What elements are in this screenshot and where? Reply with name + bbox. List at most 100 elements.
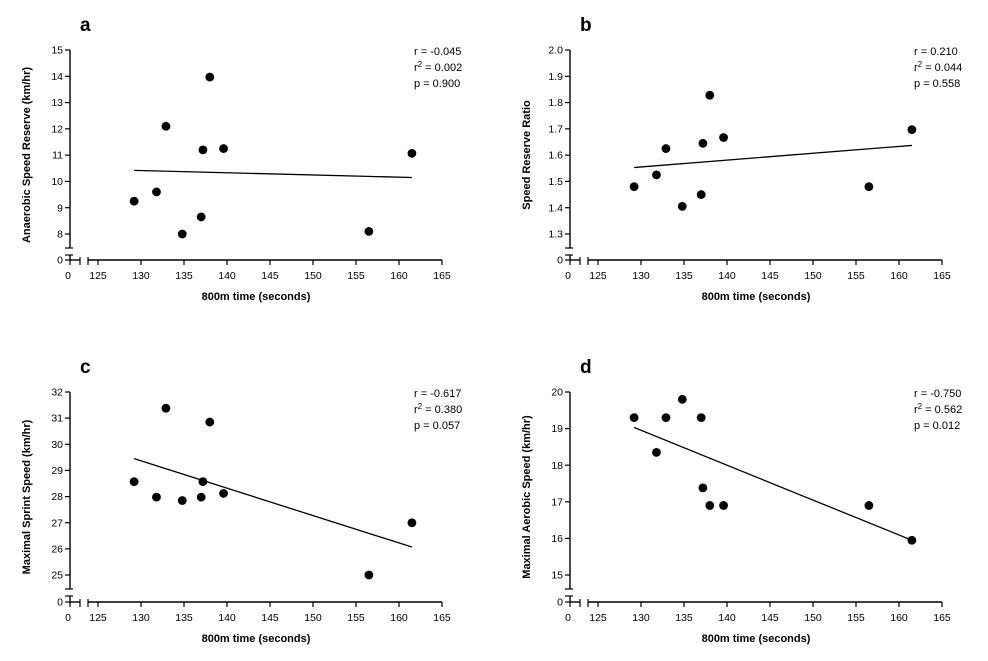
x-tick-label: 160 bbox=[890, 270, 908, 282]
data-point bbox=[219, 144, 228, 153]
y-tick-label: 1.8 bbox=[548, 97, 563, 109]
data-point bbox=[364, 570, 374, 580]
y-tick-label: 17 bbox=[551, 496, 563, 508]
x-tick-label: 130 bbox=[132, 612, 150, 624]
stat-p: p = 0.558 bbox=[914, 78, 960, 90]
y-axis-label: Maximal Aerobic Speed (km/hr) bbox=[521, 415, 533, 579]
data-point bbox=[629, 413, 639, 423]
stat-r: r = -0.750 bbox=[914, 388, 961, 400]
x-tick-label: 135 bbox=[675, 612, 693, 624]
data-point bbox=[652, 447, 661, 457]
data-point bbox=[677, 394, 687, 404]
y-axis-label: Speed Reserve Ratio bbox=[521, 100, 533, 210]
data-point bbox=[161, 403, 171, 413]
x-tick-label: 145 bbox=[261, 612, 279, 624]
x-tick-label: 150 bbox=[804, 612, 822, 624]
y-tick-label: 26 bbox=[51, 543, 63, 555]
data-point bbox=[407, 518, 417, 528]
x-tick-label: 155 bbox=[347, 270, 365, 282]
data-point bbox=[196, 212, 206, 222]
panel-letter: a bbox=[80, 15, 91, 36]
panel-b: b 1.3 1.4 1.5 1.6 1.7 1.8 1.9 2.0 00 125 130 135 140 1… bbox=[521, 15, 962, 303]
stat-p: p = 0.057 bbox=[414, 420, 460, 432]
y-tick-label: 18 bbox=[551, 460, 563, 472]
panel-letter: c bbox=[80, 357, 91, 378]
x-tick-label: 160 bbox=[890, 612, 908, 624]
x-tick-label: 0 bbox=[65, 612, 71, 624]
x-tick-label: 145 bbox=[761, 270, 779, 282]
y-tick-label: 27 bbox=[51, 517, 63, 529]
panel-c: c 25 26 27 28 29 30 31 32 00 125 130 135 140 145 150 155… bbox=[21, 357, 462, 645]
y-tick-label: 10 bbox=[51, 176, 63, 188]
data-point bbox=[907, 535, 917, 545]
data-point bbox=[661, 144, 671, 153]
data-point bbox=[698, 483, 708, 493]
y-tick-label: 1.9 bbox=[548, 71, 563, 83]
data-point bbox=[129, 196, 139, 206]
y-tick-label: 25 bbox=[51, 570, 63, 582]
x-tick-label: 140 bbox=[718, 270, 736, 282]
stat-p: p = 0.012 bbox=[914, 420, 960, 432]
x-tick-label: 155 bbox=[347, 612, 365, 624]
data-point bbox=[719, 501, 728, 510]
y-tick-label: 19 bbox=[551, 423, 563, 435]
x-tick-label: 0 bbox=[65, 270, 71, 282]
x-axis-label: 800m time (seconds) bbox=[702, 291, 811, 303]
y-tick-label: 8 bbox=[57, 229, 63, 241]
x-tick-label: 165 bbox=[933, 270, 951, 282]
regression-line bbox=[134, 169, 412, 179]
x-axis-label: 800m time (seconds) bbox=[202, 291, 311, 303]
y-tick-label: 15 bbox=[551, 570, 563, 582]
data-point bbox=[696, 190, 706, 199]
y-tick-label: 30 bbox=[51, 439, 63, 451]
data-point bbox=[198, 145, 208, 155]
y-axis-label: Maximal Sprint Speed (km/hr) bbox=[21, 419, 33, 574]
x-tick-label: 130 bbox=[132, 270, 150, 282]
y-tick-label: 1.6 bbox=[548, 150, 563, 162]
regression-line bbox=[634, 144, 912, 169]
data-point bbox=[161, 121, 171, 131]
y-tick-label: 29 bbox=[51, 465, 63, 477]
x-tick-label: 130 bbox=[632, 270, 650, 282]
data-point bbox=[705, 90, 715, 100]
x-tick-label: 140 bbox=[718, 612, 736, 624]
x-tick-label: 145 bbox=[261, 270, 279, 282]
y-tick-label: 0 bbox=[57, 255, 63, 267]
x-tick-label: 125 bbox=[89, 270, 107, 282]
x-tick-label: 150 bbox=[304, 270, 322, 282]
data-point bbox=[177, 229, 187, 239]
data-point bbox=[407, 148, 417, 158]
y-tick-label: 0 bbox=[557, 597, 563, 609]
regression-line bbox=[633, 426, 913, 541]
y-tick-label: 14 bbox=[51, 71, 63, 83]
stat-r: r = -0.617 bbox=[414, 388, 461, 400]
data-point bbox=[719, 133, 728, 142]
data-point bbox=[907, 125, 917, 135]
x-axis-label: 800m time (seconds) bbox=[702, 633, 811, 645]
y-tick-label: 16 bbox=[551, 533, 563, 545]
x-tick-label: 125 bbox=[589, 612, 607, 624]
data-point bbox=[652, 170, 661, 180]
x-tick-label: 135 bbox=[675, 270, 693, 282]
data-point bbox=[205, 417, 215, 427]
data-point bbox=[364, 226, 374, 236]
data-point bbox=[705, 501, 715, 510]
y-axis-label: Anaerobic Speed Reserve (km/hr) bbox=[21, 67, 33, 243]
x-tick-label: 160 bbox=[390, 612, 408, 624]
data-point bbox=[198, 477, 208, 487]
x-tick-label: 160 bbox=[390, 270, 408, 282]
x-tick-label: 155 bbox=[847, 270, 865, 282]
y-tick-label: 0 bbox=[57, 597, 63, 609]
y-tick-label: 31 bbox=[51, 413, 63, 425]
y-tick-label: 11 bbox=[52, 150, 63, 162]
x-tick-label: 140 bbox=[218, 612, 236, 624]
y-tick-label: 13 bbox=[51, 97, 63, 109]
data-point bbox=[129, 477, 139, 487]
x-tick-label: 135 bbox=[175, 612, 193, 624]
data-point bbox=[661, 413, 671, 423]
stat-r-squared: r2 = 0.562 bbox=[914, 402, 962, 416]
y-tick-label: 1.4 bbox=[548, 202, 563, 214]
stat-r: r = 0.210 bbox=[914, 46, 958, 58]
